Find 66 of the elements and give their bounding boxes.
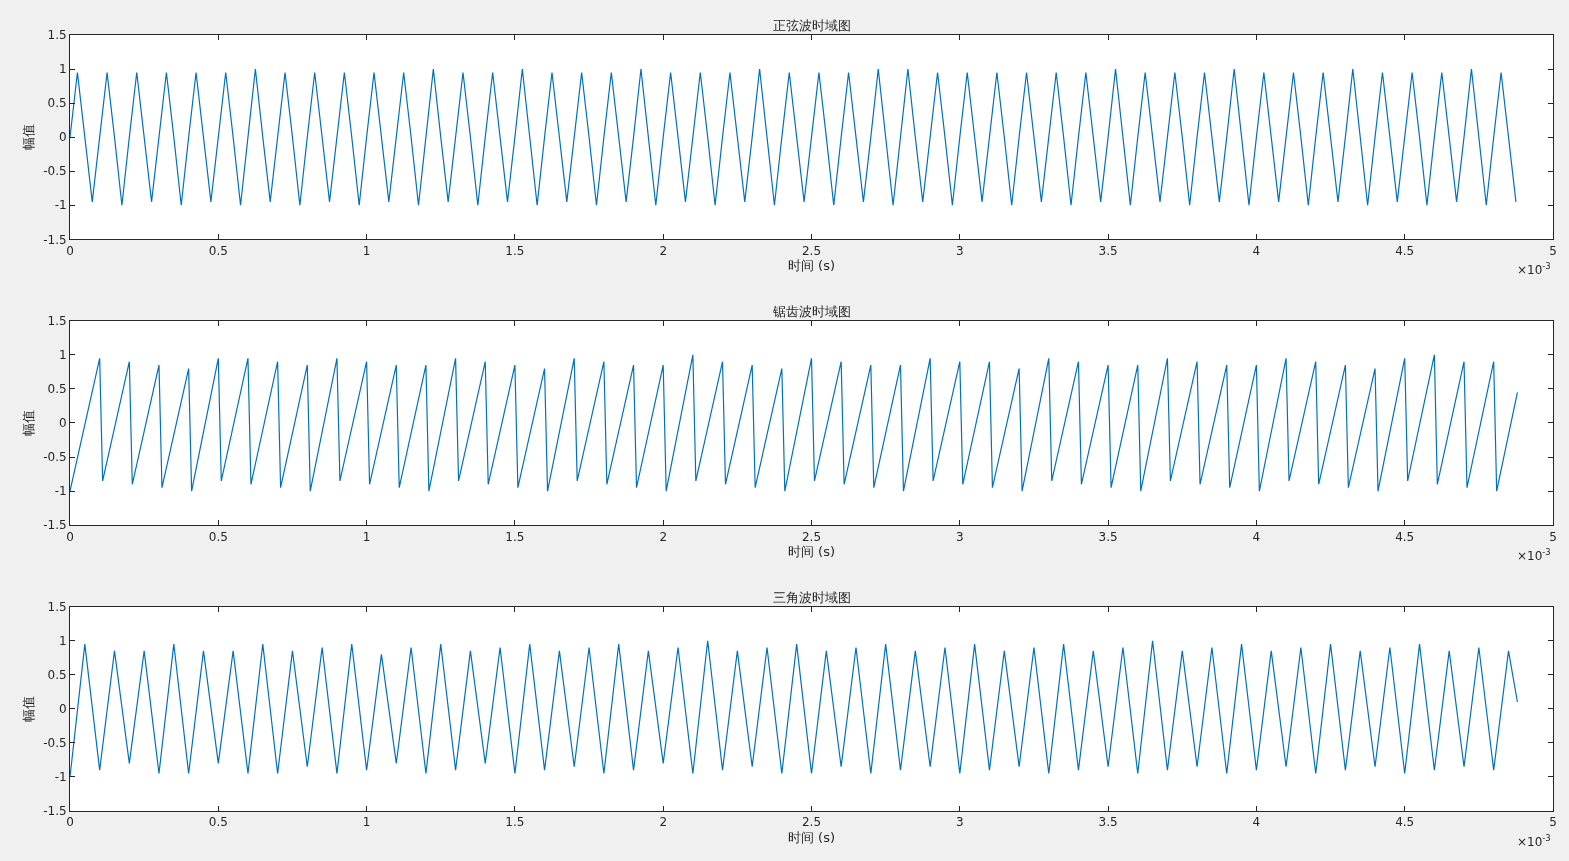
text: ×10$^{-3}$ (1517, 833, 1551, 850)
y-tick-label: 0 (58, 130, 67, 145)
y-axis-title: 幅值 (21, 695, 37, 722)
x-tick-label: 3 (955, 815, 964, 830)
x-tick-label: 0.5 (208, 529, 228, 544)
x-tick-label: 2 (659, 529, 668, 544)
x-axis-title: 时间 (s) (787, 258, 836, 274)
y-tick-label: -0.5 (43, 450, 67, 465)
y-tick-label: 1.5 (47, 314, 67, 329)
y-axis-title: 幅值 (21, 410, 37, 436)
x-tick-label: 0.5 (208, 243, 228, 258)
x-tick-label: 4.5 (1395, 815, 1415, 830)
x-tick-label: 4 (1252, 815, 1261, 830)
x-tick-label: 3.5 (1098, 243, 1118, 258)
y-tick-label: -1 (54, 484, 67, 499)
x-tick-label: 2.5 (801, 529, 822, 544)
y-tick-label: 0.5 (47, 667, 67, 682)
x-tick-label: 3.5 (1098, 529, 1118, 544)
line-series (70, 354, 1519, 492)
x-tick-label: 5 (1549, 529, 1557, 544)
x-tick-label: 5 (1549, 815, 1557, 830)
y-tick-label: 0.5 (47, 96, 67, 111)
x-tick-label: 4.5 (1395, 243, 1415, 258)
text: ×10$^{-3}$ (1517, 261, 1551, 278)
x-tick-label: 1 (362, 529, 371, 544)
y-axis-title: 幅值 (21, 124, 37, 151)
x-tick-label: 3 (955, 529, 964, 544)
x-tick-label: 2.5 (801, 243, 822, 258)
y-tick-label: 1.5 (47, 28, 67, 43)
x-tick-label: 0.5 (208, 815, 228, 830)
y-tick-label: -1 (54, 198, 67, 213)
chart-title: 锯齿波时域图 (772, 304, 851, 319)
x-tick-label: 3.5 (1098, 815, 1118, 830)
x-tick-label: 2 (659, 815, 668, 830)
line-series (70, 640, 1519, 778)
y-tick-label: 0.5 (47, 382, 67, 397)
x-tick-label: 2.5 (801, 815, 822, 830)
y-tick-label: -1.5 (43, 518, 67, 533)
y-tick-label: -0.5 (43, 164, 67, 179)
y-tick-label: 0 (58, 416, 67, 431)
x-tick-label: 1.5 (505, 815, 525, 830)
x-axis-title: 时间 (s) (787, 544, 836, 560)
chart-title: 三角波时域图 (773, 590, 851, 605)
x-tick-label: 1.5 (505, 243, 525, 258)
x-tick-label: 3 (955, 243, 964, 258)
y-tick-label: 1 (58, 62, 67, 77)
x-tick-label: 5 (1549, 243, 1557, 258)
y-tick-label: -1 (54, 770, 67, 785)
y-tick-label: 1 (58, 348, 67, 363)
y-tick-label: -1.5 (43, 232, 67, 247)
y-tick-label: 1.5 (47, 599, 67, 614)
x-tick-label: 1 (362, 815, 371, 830)
x-tick-label: 4 (1252, 243, 1261, 258)
y-tick-label: 1 (58, 633, 67, 648)
x-tick-label: 4 (1252, 529, 1261, 544)
text: ×10$^{-3}$ (1517, 547, 1551, 564)
x-axis-title: 时间 (s) (787, 830, 836, 845)
x-tick-label: 2 (659, 243, 668, 258)
chart-title: 正弦波时域图 (773, 18, 851, 33)
y-tick-label: 0 (58, 702, 67, 717)
line-series (70, 68, 1517, 206)
y-tick-label: -1.5 (43, 804, 67, 819)
x-tick-label: 1 (362, 243, 371, 258)
x-tick-label: 1.5 (505, 529, 525, 544)
x-tick-label: 4.5 (1395, 529, 1415, 544)
y-tick-label: -0.5 (43, 736, 67, 751)
